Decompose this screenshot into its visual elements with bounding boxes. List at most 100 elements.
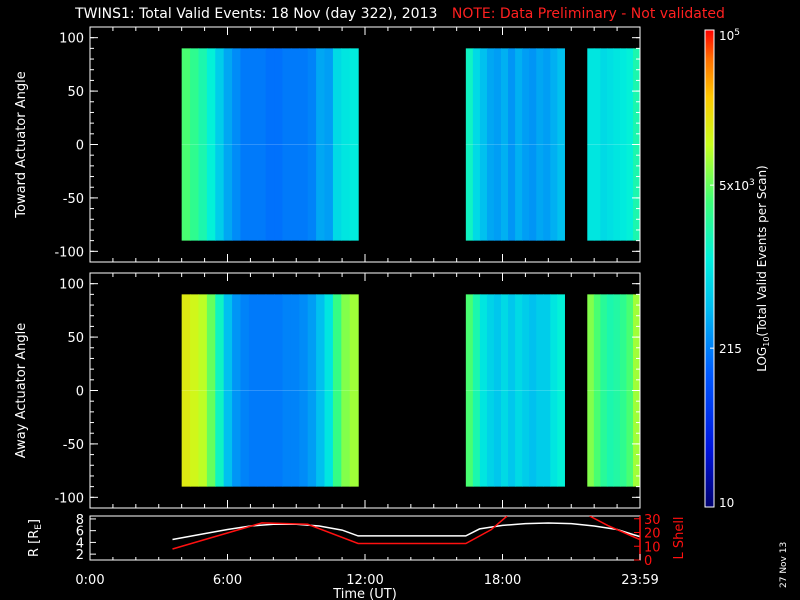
axes-layer	[89, 26, 715, 561]
heatmap-column	[307, 48, 317, 241]
x-tick-label: 0:00	[75, 573, 104, 588]
heatmap-column	[493, 48, 502, 241]
heatmap-column	[486, 294, 495, 487]
heatmap-column	[282, 48, 292, 241]
heatmap-column	[529, 294, 537, 487]
lshell-tick-label: 20	[644, 527, 661, 542]
y-tick-label: -100	[54, 245, 84, 260]
lshell-line	[589, 516, 640, 541]
heatmap-column	[515, 48, 523, 241]
y-tick-label: 100	[59, 32, 84, 47]
heatmap-column	[265, 48, 275, 241]
preliminary-note: NOTE: Data Preliminary - Not validated	[451, 6, 725, 22]
y-tick-label: -100	[54, 491, 84, 506]
y-tick-label: -50	[63, 438, 84, 453]
colorbar-tick-label: 215	[719, 342, 742, 356]
lshell-line	[172, 516, 508, 550]
colorbar-tick-label: 105	[719, 28, 740, 43]
colorbar-tick-label: 5x103	[719, 178, 755, 193]
heatmap-column	[265, 294, 275, 487]
plot-title: TWINS1: Total Valid Events: 18 Nov (day …	[75, 6, 438, 22]
heatmap-column	[508, 48, 516, 241]
date-stamp: 27 Nov 13	[779, 542, 789, 588]
heatmap-column	[606, 48, 615, 241]
r-tick-label: 6	[76, 525, 84, 540]
heatmap-column	[206, 48, 216, 241]
plot-title-row: TWINS1: Total Valid Events: 18 Nov (day …	[0, 6, 800, 22]
heatmap-column	[501, 48, 509, 241]
heatmap-column	[290, 48, 300, 241]
heatmap-column	[316, 48, 326, 241]
r-tick-label: 2	[76, 548, 84, 563]
heatmap-column	[543, 48, 551, 241]
heatmap-column	[600, 294, 608, 487]
heatmap-column	[181, 294, 191, 487]
heatmap-column	[198, 294, 208, 487]
lshell-tick-label: 0	[644, 554, 652, 569]
r-tick-label: 8	[76, 513, 84, 528]
heatmap-column	[619, 294, 628, 487]
heatmap-column	[299, 48, 309, 241]
heatmap-column	[536, 48, 544, 241]
heatmap-column	[593, 294, 601, 487]
heatmap-column	[282, 294, 292, 487]
heatmap-column	[543, 294, 551, 487]
heatmap-column	[529, 48, 537, 241]
heatmap-column	[626, 294, 634, 487]
heatmap-column	[316, 294, 326, 487]
y-axis-label: Away Actuator Angle	[14, 323, 29, 458]
heatmap-column	[501, 294, 509, 487]
heatmap-column	[613, 294, 621, 487]
heatmap-column	[493, 294, 502, 487]
heatmap-column	[215, 294, 225, 487]
colorbar	[704, 29, 715, 508]
heatmap-column	[341, 48, 351, 241]
y-axis-label: Toward Actuator Angle	[14, 71, 29, 218]
lshell-tick-label: 10	[644, 540, 661, 555]
heatmap-column	[190, 294, 200, 487]
colorbar-tick-label: 10	[719, 496, 734, 510]
y-tick-label: 0	[76, 139, 84, 154]
y-tick-label: -50	[63, 192, 84, 207]
heatmap-column	[593, 48, 601, 241]
x-axis-label: Time (UT)	[332, 587, 397, 600]
heatmap-column	[290, 294, 300, 487]
heatmap-column	[587, 294, 595, 487]
orbit-lines	[172, 516, 640, 550]
y-tick-label: 100	[59, 278, 84, 293]
x-tick-label: 12:00	[346, 573, 383, 588]
heatmap-column	[257, 294, 267, 487]
heatmap-column	[332, 294, 342, 487]
heatmap-column	[223, 294, 233, 487]
heatmap-column	[472, 294, 481, 487]
heatmap-column	[324, 48, 334, 241]
heatmap-column	[557, 48, 565, 241]
heatmap-column	[181, 48, 191, 241]
heatmap-column	[223, 48, 233, 241]
heatmap-column	[536, 294, 544, 487]
colorbar-label: LOG10(Total Valid Events per Scan)	[755, 165, 771, 372]
heatmap-column	[587, 48, 595, 241]
heatmap-column	[606, 294, 615, 487]
heatmap-column	[190, 48, 200, 241]
heatmap-column	[332, 48, 342, 241]
r-tick-label: 4	[76, 536, 84, 551]
y-tick-label: 50	[67, 85, 84, 100]
heatmap-column	[465, 48, 474, 241]
heatmap-column	[307, 294, 317, 487]
lshell-axis-label: L Shell	[672, 516, 687, 559]
heatmap-column	[198, 48, 208, 241]
lshell-tick-label: 30	[644, 513, 661, 528]
heatmap-column	[324, 294, 334, 487]
r-distance-line	[172, 522, 640, 541]
heatmap-column	[299, 294, 309, 487]
heatmap-column	[465, 294, 474, 487]
heatmap-column	[522, 48, 530, 241]
x-tick-label: 23:59	[621, 573, 658, 588]
heatmap-column	[274, 294, 284, 487]
heatmap-column	[557, 294, 565, 487]
heatmap-column	[341, 294, 351, 487]
heatmap-column	[479, 48, 488, 241]
